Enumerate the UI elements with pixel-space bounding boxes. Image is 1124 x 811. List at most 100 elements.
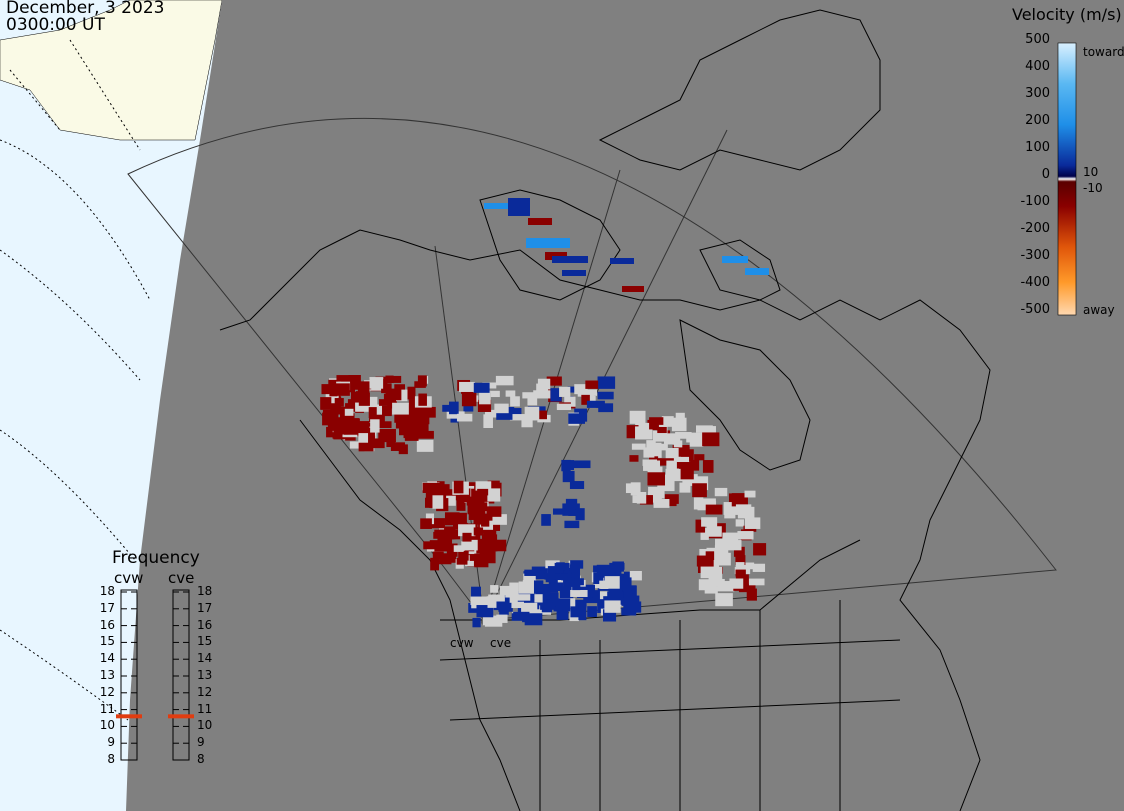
scatter-cell	[653, 498, 670, 508]
scatter-cell	[612, 564, 621, 573]
scatter-cell	[483, 414, 493, 429]
frequency-marker-cvw	[116, 714, 142, 719]
scatter-cell	[596, 564, 615, 578]
scatter-cell	[432, 547, 444, 559]
frequency-level-left: 17	[99, 600, 115, 615]
scatter-cell	[629, 570, 642, 581]
scatter-cell	[610, 258, 634, 264]
scatter-cell	[554, 562, 570, 571]
scatter-cell	[695, 519, 706, 533]
scatter-cell	[564, 520, 580, 529]
scatter-cell	[700, 528, 709, 540]
scatter-cell	[714, 487, 728, 497]
scatter-cell	[432, 495, 444, 509]
scatter-cell	[348, 375, 361, 387]
scatter-cell	[506, 408, 522, 418]
frequency-level-left: 8	[107, 752, 115, 766]
velocity-tick-label: -500	[1020, 302, 1050, 317]
site-label-cve: cve	[490, 636, 512, 650]
scatter-cell	[570, 606, 579, 618]
velocity-tick-label: -400	[1020, 275, 1050, 290]
scatter-cell	[385, 388, 402, 401]
scatter-cell	[495, 375, 514, 386]
scatter-cell	[418, 393, 427, 406]
frequency-level-right: 8	[197, 752, 205, 766]
scatter-cell	[678, 465, 694, 480]
velocity-colorbar	[1057, 42, 1077, 316]
scatter-cell	[564, 568, 577, 577]
frequency-level-right: 10	[197, 718, 213, 733]
scatter-cell	[629, 410, 646, 424]
scatter-cell	[689, 440, 704, 447]
scatter-cell	[334, 398, 344, 407]
scatter-cell	[325, 392, 339, 404]
scatter-cell	[417, 375, 427, 387]
velocity-tick-label: 500	[1025, 32, 1050, 47]
scatter-cell	[676, 462, 693, 469]
scatter-cell	[396, 389, 408, 402]
velocity-tick-label: 400	[1025, 59, 1050, 74]
scatter-cell	[545, 560, 560, 569]
scatter-cell	[702, 460, 714, 473]
scatter-cell	[552, 508, 565, 515]
scatter-cell	[702, 432, 720, 447]
scatter-cell	[735, 519, 744, 527]
scatter-cell	[433, 531, 444, 539]
scatter-cell	[714, 552, 731, 566]
scatter-cell	[487, 480, 500, 491]
scatter-cell	[746, 588, 757, 601]
scatter-cell	[567, 386, 578, 393]
scatter-cell	[454, 512, 467, 527]
scatter-cell	[646, 440, 656, 448]
scatter-cell	[462, 482, 477, 490]
away-label: away	[1083, 303, 1115, 317]
frequency-level-right: 14	[197, 651, 213, 666]
lat-lon-grid	[0, 39, 151, 721]
frequency-level-right: 13	[197, 668, 213, 682]
scatter-cell	[597, 391, 614, 400]
scatter-cell	[401, 414, 413, 427]
scatter-cell	[639, 495, 653, 505]
frequency-level-left: 16	[99, 617, 115, 632]
scatter-cell	[480, 514, 493, 521]
scatter-cell	[546, 376, 562, 386]
scatter-cell	[469, 530, 481, 543]
scatter-cell	[369, 377, 384, 389]
scatter-cell	[473, 517, 487, 525]
scatter-cell	[682, 474, 698, 486]
scatter-cell	[510, 396, 520, 407]
scatter-cell	[560, 586, 572, 597]
scatter-cell	[663, 433, 681, 445]
scatter-cell	[456, 497, 466, 511]
scatter-cell	[556, 606, 569, 620]
scatter-cell	[456, 557, 468, 565]
scatter-cell	[556, 403, 572, 411]
scatter-cell	[550, 388, 562, 402]
scatter-cell	[569, 564, 580, 573]
scatter-cell	[552, 256, 588, 263]
scatter-cell	[675, 432, 692, 439]
scatter-cell	[523, 573, 536, 586]
scatter-cell	[419, 421, 429, 433]
frequency-level-left: 10	[99, 718, 115, 733]
scatter-cell	[575, 508, 585, 521]
scatter-cell	[488, 594, 505, 602]
scatter-cells	[320, 198, 769, 628]
frequency-marker-cve	[168, 714, 194, 719]
scatter-cell	[465, 555, 474, 567]
scatter-cell	[407, 386, 416, 400]
scatter-cell	[442, 553, 453, 562]
scatter-cell	[403, 427, 419, 439]
scatter-cell	[508, 198, 530, 216]
scatter-cell	[494, 403, 509, 415]
scatter-cell	[430, 518, 445, 529]
scatter-cell	[328, 379, 339, 389]
scatter-cell	[562, 270, 586, 276]
scatter-cell	[593, 572, 604, 584]
scatter-cell	[696, 555, 714, 567]
scatter-cell	[722, 532, 739, 541]
velocity-tick-label: 200	[1025, 113, 1050, 128]
scatter-cell	[475, 481, 492, 491]
scatter-cell	[434, 541, 450, 552]
scatter-cell	[622, 286, 644, 292]
